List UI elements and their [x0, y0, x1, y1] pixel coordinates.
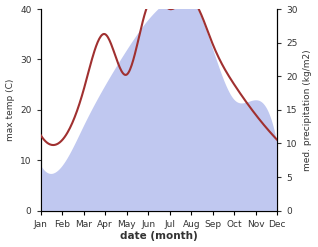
X-axis label: date (month): date (month): [120, 231, 198, 242]
Y-axis label: med. precipitation (kg/m2): med. precipitation (kg/m2): [303, 49, 313, 171]
Y-axis label: max temp (C): max temp (C): [5, 79, 15, 141]
